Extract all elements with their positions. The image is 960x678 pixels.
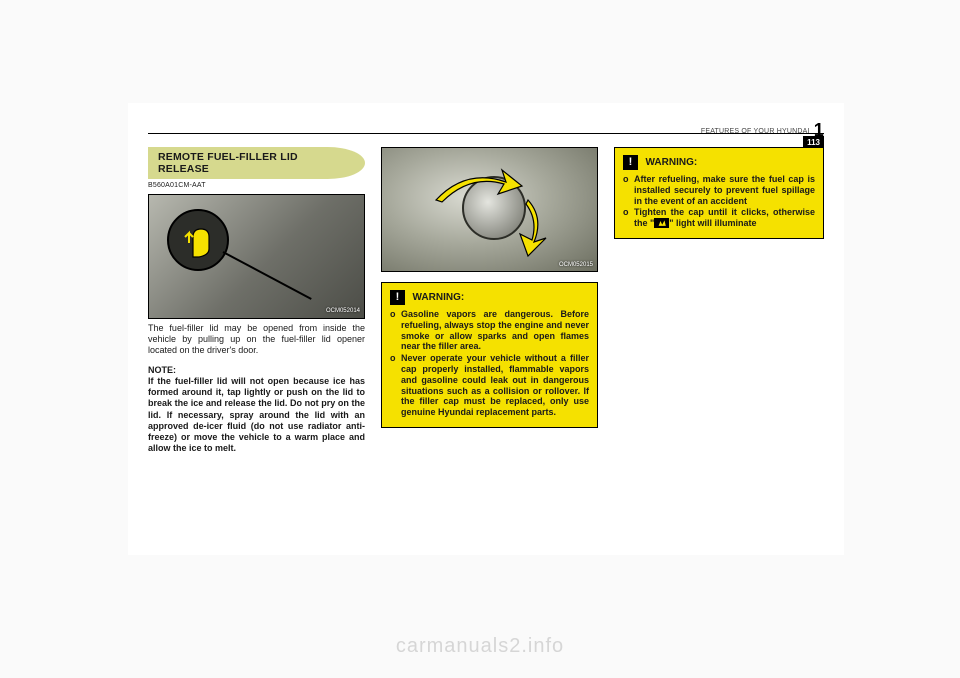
section-tab: REMOTE FUEL-FILLER LID RELEASE <box>148 147 365 179</box>
warning-2-item: o After refueling, make sure the fuel ca… <box>623 174 815 206</box>
section-code: B560A01CM-AAT <box>148 182 365 191</box>
section-title: REMOTE FUEL-FILLER LID RELEASE <box>158 151 343 175</box>
warning-1-header: ! WARNING: <box>390 290 589 305</box>
figure-fuel-lid-lever: OCM052014 <box>148 194 365 319</box>
bullet: o <box>390 309 401 352</box>
warning-2-title: WARNING: <box>646 157 698 168</box>
warning-1-title: WARNING: <box>413 292 465 303</box>
figure-2-caption: OCM052015 <box>559 262 593 270</box>
figure-fuel-cap: OCM052015 <box>381 147 598 272</box>
content-columns: REMOTE FUEL-FILLER LID RELEASE B560A01CM… <box>148 147 824 541</box>
manual-page: FEATURES OF YOUR HYUNDAI 1 113 REMOTE FU… <box>128 103 844 555</box>
figure-1-caption: OCM052014 <box>326 308 360 316</box>
warning-1-list: o Gasoline vapors are dangerous. Before … <box>390 309 589 418</box>
lever-callout-circle <box>167 209 229 271</box>
note-heading: NOTE: <box>148 365 365 376</box>
warning-box-2: ! WARNING: o After refueling, make sure … <box>614 147 824 239</box>
warning-1-item-text: Gasoline vapors are dangerous. Before re… <box>401 309 589 352</box>
column-3: ! WARNING: o After refueling, make sure … <box>614 147 824 541</box>
rotation-arrows-icon <box>406 160 576 264</box>
bullet: o <box>390 353 401 418</box>
callout-leader-line <box>223 251 312 300</box>
warning-2-header: ! WARNING: <box>623 155 815 170</box>
fuel-warning-light-icon <box>654 218 669 228</box>
bullet: o <box>623 207 634 229</box>
warning-2-list: o After refueling, make sure the fuel ca… <box>623 174 815 229</box>
warning-1-item-text: Never operate your vehicle without a fil… <box>401 353 589 418</box>
warning-2-item: o Tighten the cap until it clicks, other… <box>623 207 815 229</box>
body-text: The fuel-filler lid may be opened from i… <box>148 323 365 357</box>
bullet: o <box>623 174 634 206</box>
fuel-lever-icon <box>179 219 223 263</box>
warning-2-item-text: Tighten the cap until it clicks, otherwi… <box>634 207 815 229</box>
warning-2-item-text: After refueling, make sure the fuel cap … <box>634 174 815 206</box>
warning-icon: ! <box>623 155 638 170</box>
warning-1-item: o Never operate your vehicle without a f… <box>390 353 589 418</box>
warning-icon: ! <box>390 290 405 305</box>
warning-2-item-post: " light will illuminate <box>669 218 756 228</box>
note-body: If the fuel-filler lid will not open bec… <box>148 376 365 455</box>
column-2: CarManuals2.com OCM052015 ! WARNING: o <box>381 147 598 541</box>
footer-watermark: carmanuals2.info <box>0 635 960 658</box>
header-rule <box>148 133 824 134</box>
warning-box-1: ! WARNING: o Gasoline vapors are dangero… <box>381 282 598 428</box>
column-1: REMOTE FUEL-FILLER LID RELEASE B560A01CM… <box>148 147 365 541</box>
header-crumb: FEATURES OF YOUR HYUNDAI 1 <box>701 117 824 138</box>
warning-1-item: o Gasoline vapors are dangerous. Before … <box>390 309 589 352</box>
